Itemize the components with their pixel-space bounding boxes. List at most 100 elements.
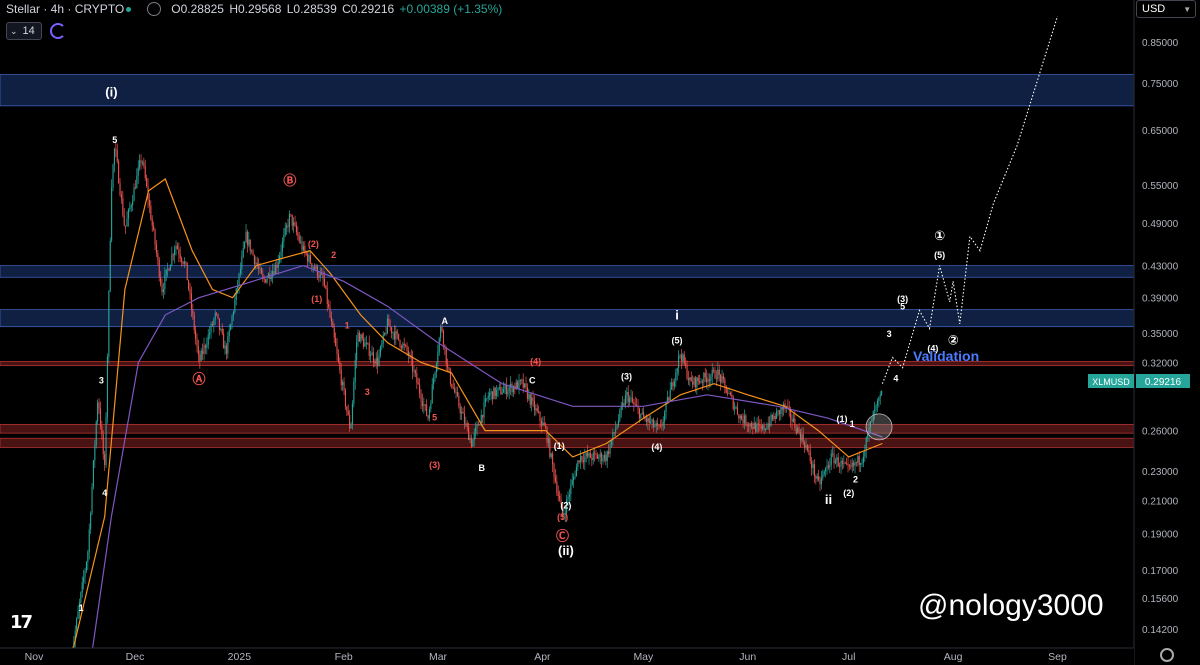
wave-label: (4) bbox=[530, 357, 541, 367]
candle-body bbox=[554, 476, 556, 482]
candle-body bbox=[192, 309, 194, 315]
candle-body bbox=[813, 464, 815, 476]
candle-body bbox=[95, 421, 97, 446]
wave-label: 4 bbox=[102, 488, 107, 498]
price-tick-label: 0.55000 bbox=[1142, 181, 1179, 192]
candle-body bbox=[392, 332, 394, 334]
candle-body bbox=[109, 240, 111, 292]
candle-body bbox=[328, 303, 330, 307]
candle-body bbox=[589, 452, 591, 458]
candle-body bbox=[258, 265, 260, 269]
candle-body bbox=[560, 499, 562, 505]
candle-body bbox=[839, 466, 841, 468]
candle-body bbox=[616, 425, 618, 429]
candle-body bbox=[151, 219, 153, 226]
candle-body bbox=[111, 187, 113, 241]
candle-body bbox=[769, 423, 771, 426]
price-axis[interactable]: 0.85000 0.75000 0.65000 0.55000 0.49000 0.430… bbox=[1133, 0, 1200, 665]
candle-body bbox=[398, 333, 400, 341]
candle-body bbox=[522, 379, 524, 388]
candle-body bbox=[498, 386, 500, 388]
wave-label: Ⓐ bbox=[192, 372, 205, 388]
symbol-title[interactable]: Stellar · 4h · CRYPTO bbox=[6, 2, 125, 16]
candle-body bbox=[294, 222, 296, 226]
candle-body bbox=[344, 389, 346, 407]
candle-body bbox=[339, 361, 341, 371]
candle-body bbox=[599, 453, 601, 457]
candle-body bbox=[77, 611, 79, 619]
candle-body bbox=[94, 445, 96, 461]
candle-body bbox=[783, 403, 785, 410]
candle-body bbox=[336, 346, 338, 354]
visibility-toggle-icon[interactable] bbox=[147, 2, 162, 16]
candle-body bbox=[713, 369, 715, 371]
candle-body bbox=[535, 408, 537, 411]
candle-body bbox=[757, 423, 759, 425]
candle-body bbox=[227, 336, 229, 354]
candle-body bbox=[610, 440, 612, 445]
candle-body bbox=[781, 408, 783, 410]
candle-body bbox=[441, 326, 443, 331]
candle-body bbox=[213, 319, 215, 326]
candle-body bbox=[601, 453, 603, 462]
time-axis[interactable]: Nov Dec 2025 Feb Mar Apr May Jun Jul Aug Sep bbox=[0, 647, 1134, 665]
candle-body bbox=[805, 445, 807, 448]
candle-body bbox=[92, 460, 94, 487]
candle-body bbox=[482, 414, 484, 418]
candle-body bbox=[370, 355, 372, 357]
candle-body bbox=[122, 198, 124, 216]
candle-body bbox=[678, 355, 680, 368]
candle-body bbox=[335, 337, 337, 347]
candle-body bbox=[749, 423, 751, 427]
candle-body bbox=[256, 262, 258, 266]
candle-body bbox=[386, 318, 388, 334]
candle-body bbox=[442, 330, 444, 345]
candle-body bbox=[76, 618, 78, 631]
candle-body bbox=[725, 385, 727, 394]
wave-label: i bbox=[675, 307, 679, 322]
candle-body bbox=[636, 404, 638, 406]
candle-body bbox=[216, 312, 218, 314]
candle-body bbox=[171, 254, 173, 265]
time-tick-label: Apr bbox=[534, 651, 551, 663]
candle-body bbox=[533, 400, 535, 411]
indicator-count-toggle[interactable]: ⌄ 14 bbox=[6, 22, 42, 40]
gear-icon[interactable] bbox=[1160, 648, 1174, 662]
currency-selector[interactable]: USD ▼ bbox=[1136, 0, 1196, 18]
candle-body bbox=[797, 427, 799, 434]
wave-label: (5) bbox=[557, 512, 568, 522]
candle-body bbox=[419, 384, 421, 394]
candle-body bbox=[230, 324, 232, 331]
candle-body bbox=[622, 402, 624, 407]
candle-body bbox=[675, 372, 677, 382]
candle-body bbox=[85, 562, 87, 571]
candle-body bbox=[504, 384, 506, 390]
candle-body bbox=[715, 378, 717, 380]
candle-body bbox=[221, 329, 223, 334]
candle-body bbox=[609, 444, 611, 454]
candle-body bbox=[524, 383, 526, 388]
candle-body bbox=[710, 376, 712, 381]
candle-body bbox=[337, 353, 339, 362]
refresh-icon[interactable] bbox=[50, 23, 66, 39]
candle-body bbox=[566, 499, 568, 513]
candle-body bbox=[840, 460, 842, 467]
candle-body bbox=[531, 397, 533, 405]
candle-body bbox=[178, 249, 180, 255]
candle-body bbox=[218, 318, 220, 330]
candle-body bbox=[668, 397, 670, 401]
candle-body bbox=[462, 411, 464, 414]
candle-body bbox=[203, 345, 205, 354]
candle-body bbox=[874, 409, 876, 412]
candle-body bbox=[406, 345, 408, 351]
candle-body bbox=[480, 414, 482, 425]
candle-body bbox=[259, 268, 261, 270]
candle-body bbox=[624, 395, 626, 406]
candle-body bbox=[276, 265, 278, 268]
candle-body bbox=[346, 406, 348, 412]
candle-body bbox=[750, 423, 752, 427]
candle-body bbox=[640, 413, 642, 419]
candle-body bbox=[577, 460, 579, 468]
candle-body bbox=[673, 381, 675, 387]
